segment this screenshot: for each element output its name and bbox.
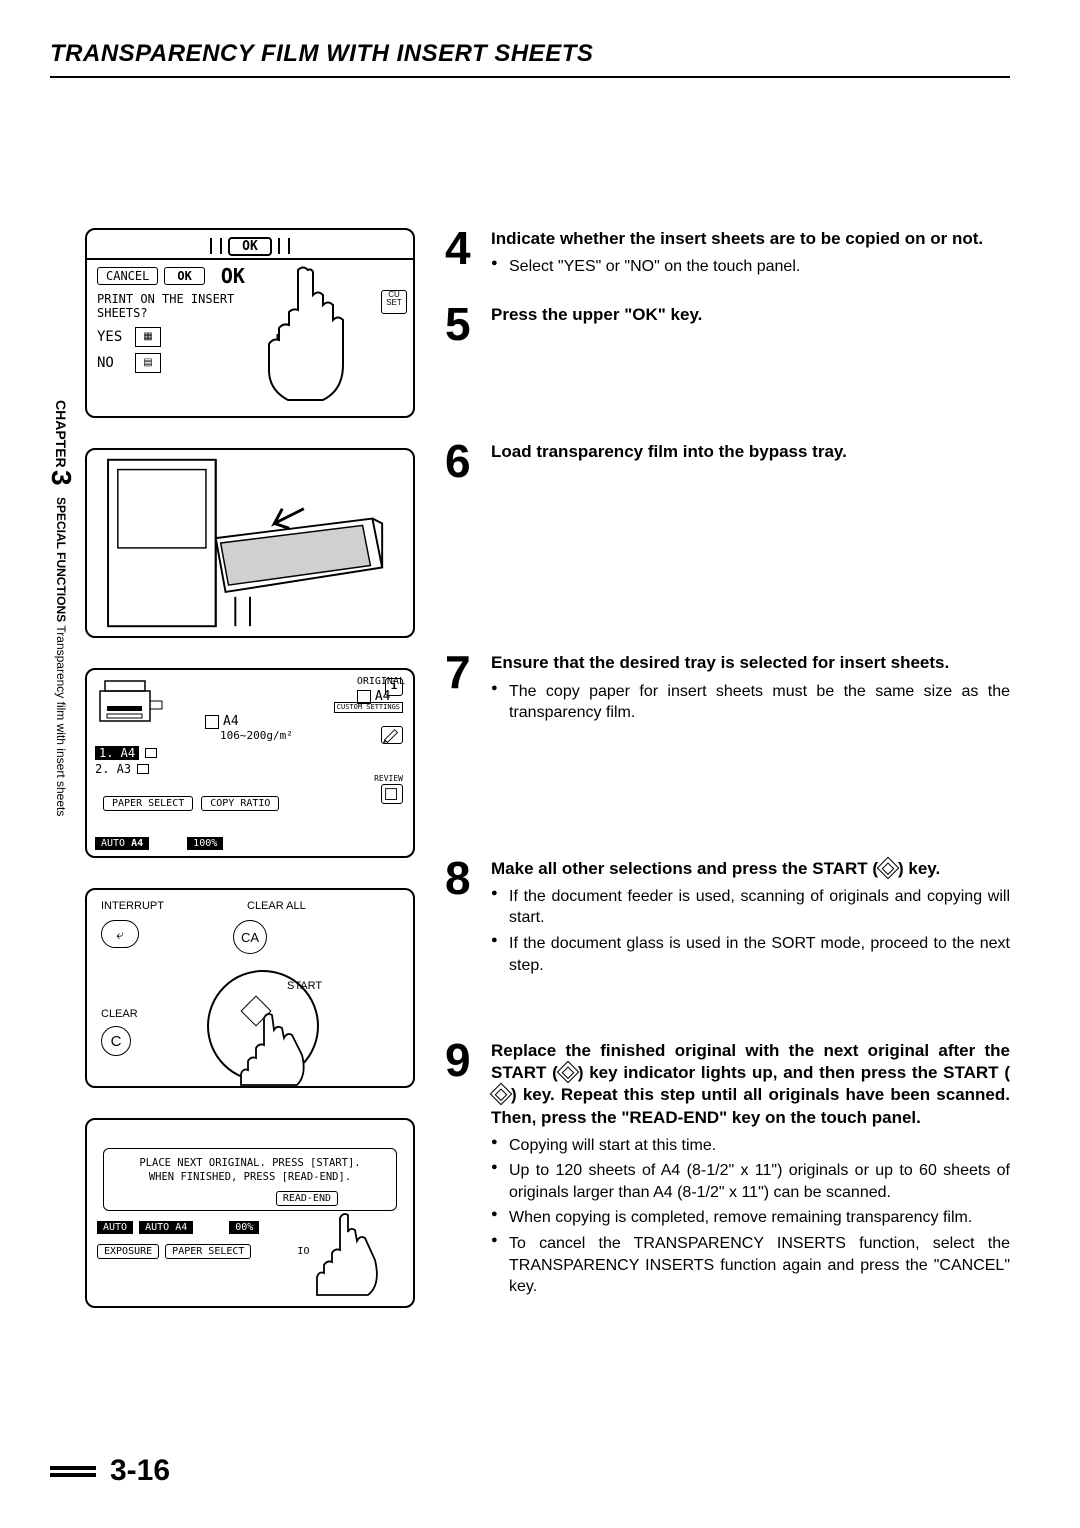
message-line1: PLACE NEXT ORIGINAL. PRESS [START]. (110, 1157, 390, 1171)
info-button[interactable]: i (385, 678, 403, 696)
custom-settings-button[interactable]: CUSTOM SETTINGS (334, 702, 403, 713)
paper-weight: 106~200g/m² (220, 729, 405, 742)
step-title: Make all other selections and press the … (491, 858, 1010, 880)
hand-pointer-icon (313, 1210, 393, 1300)
page-footer: 3-16 (50, 1454, 170, 1488)
ratio-chip: 00% (229, 1221, 259, 1234)
step-title: Replace the finished original with the n… (491, 1040, 1010, 1128)
no-label: NO (97, 355, 127, 371)
illustration-step7: ORIGINAL A4 i CUSTOM SETTINGS A4 106~200… (85, 668, 415, 858)
ok-large-label: OK (221, 264, 245, 288)
message-panel: PLACE NEXT ORIGINAL. PRESS [START]. WHEN… (103, 1148, 397, 1211)
illustration-step4: OK CANCEL OK OK PRINT ON THE INSERT SHEE… (85, 228, 415, 418)
step-bullet: Copying will start at this time. (491, 1135, 1010, 1157)
content-grid: OK CANCEL OK OK PRINT ON THE INSERT SHEE… (85, 228, 1010, 1320)
step-title: Press the upper "OK" key. (491, 304, 1010, 326)
chapter-number: 3 (46, 470, 77, 486)
interrupt-button[interactable]: ⤶ (101, 920, 139, 948)
yes-option[interactable]: ▦ (135, 327, 161, 347)
tray-2[interactable]: 2. A3 (95, 762, 131, 776)
chapter-label: CHAPTER (53, 400, 69, 468)
exposure-button[interactable]: EXPOSURE (97, 1244, 159, 1259)
step-title: Load transparency film into the bypass t… (491, 441, 1010, 463)
message-line2: WHEN FINISHED, PRESS [READ-END]. (110, 1171, 390, 1185)
footer-bars-icon (50, 1466, 96, 1477)
clear-all-label: CLEAR ALL (247, 900, 306, 912)
step-4: 4 Indicate whether the insert sheets are… (445, 228, 1010, 282)
hand-pointer-icon (237, 1010, 327, 1088)
auto-paper-chip: AUTO A4 (139, 1221, 193, 1234)
step-number: 7 (445, 652, 479, 693)
page-number: 3-16 (110, 1454, 170, 1488)
read-end-button[interactable]: READ-END (276, 1191, 338, 1206)
step-title: Indicate whether the insert sheets are t… (491, 228, 1010, 250)
illustration-step9: PLACE NEXT ORIGINAL. PRESS [START]. WHEN… (85, 1118, 415, 1308)
auto-exposure-chip: AUTO (97, 1221, 133, 1234)
grip-icon (278, 238, 290, 254)
ok-button-upper[interactable]: OK (228, 237, 272, 256)
page-title: TRANSPARENCY FILM WITH INSERT SHEETS (50, 40, 1010, 78)
step-title: Ensure that the desired tray is selected… (491, 652, 1010, 674)
chapter-tab: CHAPTER 3 SPECIAL FUNCTIONS Transparency … (45, 400, 77, 816)
step-bullet: When copying is completed, remove remain… (491, 1207, 1010, 1229)
illustration-step8: INTERRUPT CLEAR ALL ⤶ CA START CLEAR C (85, 888, 415, 1088)
step-bullet: Select "YES" or "NO" on the touch panel. (491, 256, 1010, 278)
illustrations-column: OK CANCEL OK OK PRINT ON THE INSERT SHEE… (85, 228, 415, 1320)
paper-size: A4 (223, 714, 239, 729)
copier-icon (95, 676, 165, 726)
step-number: 9 (445, 1040, 479, 1081)
step-5: 5 Press the upper "OK" key. (445, 304, 1010, 345)
step-9: 9 Replace the finished original with the… (445, 1040, 1010, 1302)
cancel-button[interactable]: CANCEL (97, 267, 158, 285)
interrupt-label: INTERRUPT (101, 900, 164, 912)
paper-select-button[interactable]: PAPER SELECT (165, 1244, 251, 1259)
no-option[interactable]: ▤ (135, 353, 161, 373)
step-8: 8 Make all other selections and press th… (445, 858, 1010, 980)
clear-button[interactable]: C (101, 1026, 131, 1056)
tray-1-selected[interactable]: 1. A4 (95, 746, 139, 760)
start-diamond-icon (556, 1061, 579, 1084)
tray-icon (205, 715, 219, 729)
copy-ratio-button[interactable]: COPY RATIO (201, 796, 279, 811)
step-6: 6 Load transparency film into the bypass… (445, 441, 1010, 482)
tray-icon (137, 764, 149, 774)
illustration-step6 (85, 448, 415, 638)
step-bullet: If the document feeder is used, scanning… (491, 886, 1010, 929)
start-diamond-icon (490, 1083, 513, 1106)
step-7: 7 Ensure that the desired tray is select… (445, 652, 1010, 727)
bypass-tray-diagram (87, 450, 413, 636)
section-rest: Transparency film with insert sheets (54, 622, 68, 816)
ok-button[interactable]: OK (164, 267, 204, 285)
yes-label: YES (97, 329, 127, 345)
clear-label: CLEAR (101, 1008, 138, 1020)
start-diamond-icon (877, 856, 900, 879)
paper-select-button[interactable]: PAPER SELECT (103, 796, 193, 811)
step-bullet: To cancel the TRANSPARENCY INSERTS funct… (491, 1233, 1010, 1298)
tray-icon (145, 748, 157, 758)
step-number: 5 (445, 304, 479, 345)
auto-chip: AUTO A4 (95, 837, 149, 850)
custom-settings-btn[interactable]: CU SET (381, 290, 407, 314)
section-bold: SPECIAL FUNCTIONS (54, 497, 68, 622)
clear-all-button[interactable]: CA (233, 920, 267, 954)
edit-button[interactable] (381, 726, 403, 744)
steps-column: 4 Indicate whether the insert sheets are… (445, 228, 1010, 1320)
step-number: 4 (445, 228, 479, 269)
hand-pointer-icon (253, 260, 373, 410)
ratio-chip: 100% (187, 837, 223, 850)
cropped-io: IO (297, 1246, 309, 1257)
step-number: 6 (445, 441, 479, 482)
step-bullet: Up to 120 sheets of A4 (8-1/2" x 11") or… (491, 1160, 1010, 1203)
step-number: 8 (445, 858, 479, 899)
grip-icon (210, 238, 222, 254)
step-bullet: The copy paper for insert sheets must be… (491, 681, 1010, 724)
review-label: REVIEW (374, 774, 403, 783)
step-bullet: If the document glass is used in the SOR… (491, 933, 1010, 976)
